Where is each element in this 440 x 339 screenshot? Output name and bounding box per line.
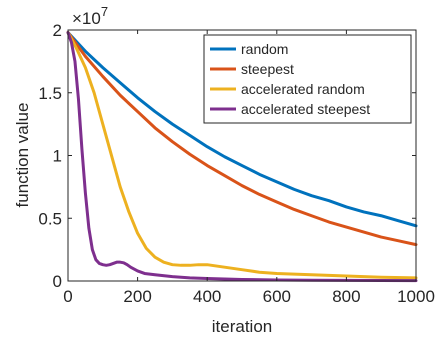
series-layer — [66, 31, 418, 283]
legend-item-1: random — [210, 41, 288, 57]
legend: random steepest accelerated random accelera… — [203, 34, 412, 124]
y-tick-label: 2 — [53, 21, 62, 40]
x-tick-label: 200 — [123, 287, 151, 306]
y-axis-label: function value — [13, 103, 32, 208]
x-tick-label: 600 — [263, 287, 291, 306]
y-multiplier-base: ×10 — [72, 9, 101, 28]
x-axis-label: iteration — [212, 317, 272, 336]
y-tick-label: 0.5 — [38, 209, 62, 228]
y-tick-label: 1.5 — [38, 84, 62, 103]
series-line-4 — [66, 31, 418, 283]
y-axis-multiplier: ×107 — [72, 4, 108, 28]
series-line-1 — [66, 31, 418, 228]
x-tick-label: 800 — [332, 287, 360, 306]
x-tick-label: 0 — [63, 287, 72, 306]
series-line-3 — [66, 31, 418, 280]
legend-item-4: accelerated steepest — [210, 101, 370, 117]
y-multiplier-exponent: 7 — [101, 4, 108, 19]
legend-box — [203, 34, 412, 124]
x-tick-label: 400 — [193, 287, 221, 306]
legend-item-3: accelerated random — [210, 81, 365, 97]
legend-label: random — [241, 41, 288, 57]
legend-label: accelerated steepest — [241, 101, 370, 117]
series-line-2 — [66, 31, 418, 247]
legend-label: accelerated random — [241, 81, 365, 97]
ticks-layer: 0 200 400 600 800 1000 0 0.5 1 1.5 2 — [38, 21, 435, 306]
x-tick-label: 1000 — [397, 287, 435, 306]
y-tick-label: 0 — [53, 272, 62, 291]
y-tick-label: 1 — [53, 147, 62, 166]
legend-label: steepest — [241, 61, 294, 77]
legend-item-2: steepest — [210, 61, 294, 77]
